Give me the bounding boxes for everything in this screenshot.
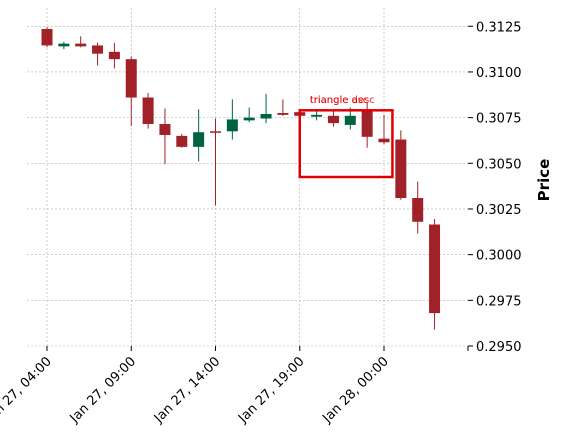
candle-layer xyxy=(41,27,441,330)
y-tick-label: 0.3025 xyxy=(476,203,522,218)
candle-body xyxy=(75,43,87,47)
x-tick-label: Jan 28, 00:00 xyxy=(319,354,391,426)
candle-body xyxy=(344,115,356,125)
candle-body xyxy=(92,45,104,54)
candle-body xyxy=(142,97,154,125)
candle-body xyxy=(108,51,120,60)
y-tick-label: 0.2950 xyxy=(476,340,522,355)
x-tick-label: Jan 27, 09:00 xyxy=(67,354,139,426)
candle-body xyxy=(210,131,221,133)
x-tick-label: Jan 27, 14:00 xyxy=(151,354,223,426)
candle-body xyxy=(311,114,323,117)
x-tick-label: Jan 27, 19:00 xyxy=(235,354,307,426)
y-axis-label: Price xyxy=(535,159,553,202)
candle-body xyxy=(378,138,390,143)
pattern-annotation-label: triangle asc xyxy=(310,95,369,106)
candle-body xyxy=(429,224,441,314)
y-tick-label: 0.3100 xyxy=(476,66,522,81)
candle-body xyxy=(260,113,272,119)
candle-body xyxy=(395,139,407,199)
pattern-annotation-label: triangle desc xyxy=(310,95,375,106)
candle-body xyxy=(361,110,373,137)
pattern-highlight-box xyxy=(298,109,394,179)
y-tick-label: 0.3075 xyxy=(476,112,522,127)
x-tick-label: Jan 27, 04:00 xyxy=(0,354,55,426)
candle-body xyxy=(159,124,171,135)
candle-body xyxy=(58,43,70,47)
candle-body xyxy=(243,117,255,121)
candle-body xyxy=(226,119,238,132)
y-tick-label: 0.3125 xyxy=(476,20,522,35)
candle-body xyxy=(176,135,188,147)
candle-body xyxy=(277,113,289,115)
y-tick-label: 0.3050 xyxy=(476,157,522,172)
candle-body xyxy=(41,29,53,46)
candle-body xyxy=(327,115,339,124)
candle-body xyxy=(193,132,205,147)
candle-body xyxy=(412,198,424,222)
y-tick-label: 0.3000 xyxy=(476,249,522,264)
axis-layer: 0.2950 0.2975 0.3000 0.3025 0.3050 0.3075 0.31… xyxy=(0,20,522,426)
y-tick-label: 0.2975 xyxy=(476,294,522,309)
candle-body xyxy=(125,59,137,98)
